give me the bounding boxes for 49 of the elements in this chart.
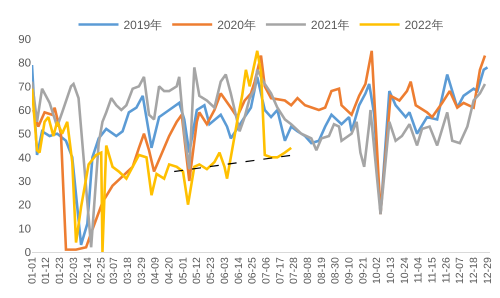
x-tick-label: 12-29 <box>482 257 494 284</box>
x-tick-label: 08-19 <box>316 257 328 284</box>
legend-label: 2021年 <box>310 18 350 32</box>
x-tick-label: 07-28 <box>288 257 300 284</box>
y-tick-label: 60 <box>18 105 31 118</box>
x-tick-label: 05-23 <box>205 257 218 284</box>
legend-label: 2020年 <box>217 18 256 32</box>
x-tick-label: 10-13 <box>385 257 398 284</box>
x-tick-label: 11-04 <box>412 257 425 284</box>
y-tick-label: 20 <box>18 200 31 212</box>
x-tick-label: 10-24 <box>398 257 411 284</box>
x-tick-label: 07-06 <box>260 257 272 284</box>
x-tick-label: 09-10 <box>343 257 356 284</box>
x-tick-label: 04-20 <box>164 257 176 284</box>
x-tick-label: 08-30 <box>330 257 342 284</box>
x-tick-label: 11-15 <box>426 257 439 284</box>
y-tick-label: 70 <box>18 81 31 94</box>
x-tick-label: 06-03 <box>218 257 231 284</box>
x-tick-label: 02-25 <box>96 257 108 284</box>
line-series <box>32 50 292 252</box>
x-tick-label: 03-18 <box>122 257 134 284</box>
y-tick-label: 90 <box>18 34 31 46</box>
x-tick-label: 12-07 <box>454 257 466 284</box>
x-tick-label: 09-21 <box>357 257 370 284</box>
x-tick-label: 07-17 <box>274 257 286 284</box>
x-tick-label: 06-14 <box>232 257 245 284</box>
y-tick-label: 50 <box>18 128 31 141</box>
x-tick-label: 02-14 <box>82 257 94 284</box>
y-tick-label: 80 <box>18 58 31 70</box>
x-tick-label: 03-29 <box>136 257 148 284</box>
x-tick-label: 11-26 <box>440 257 452 284</box>
x-tick-label: 02-03 <box>68 257 80 284</box>
legend-label: 2019年 <box>124 18 162 32</box>
x-tick-label: 05-12 <box>191 257 204 284</box>
x-tick-label: 10-02 <box>371 257 384 284</box>
x-tick-label: 06-25 <box>246 257 259 284</box>
x-tick-label: 01-23 <box>54 257 66 284</box>
x-tick-label: 04-09 <box>150 257 162 284</box>
legend-label: 2022年 <box>404 18 444 32</box>
x-tick-label: 01-12 <box>40 257 52 284</box>
y-tick-label: 30 <box>18 176 31 188</box>
x-tick-label: 05-01 <box>177 257 190 284</box>
x-tick-label: 03-07 <box>108 257 120 284</box>
y-tick-label: 0 <box>24 247 31 260</box>
x-tick-label: 01-01 <box>26 257 38 284</box>
x-tick-label: 08-08 <box>302 257 314 284</box>
y-tick-label: 10 <box>18 223 31 236</box>
x-tick-label: 12-18 <box>468 257 480 284</box>
y-tick-label: 40 <box>18 152 31 164</box>
